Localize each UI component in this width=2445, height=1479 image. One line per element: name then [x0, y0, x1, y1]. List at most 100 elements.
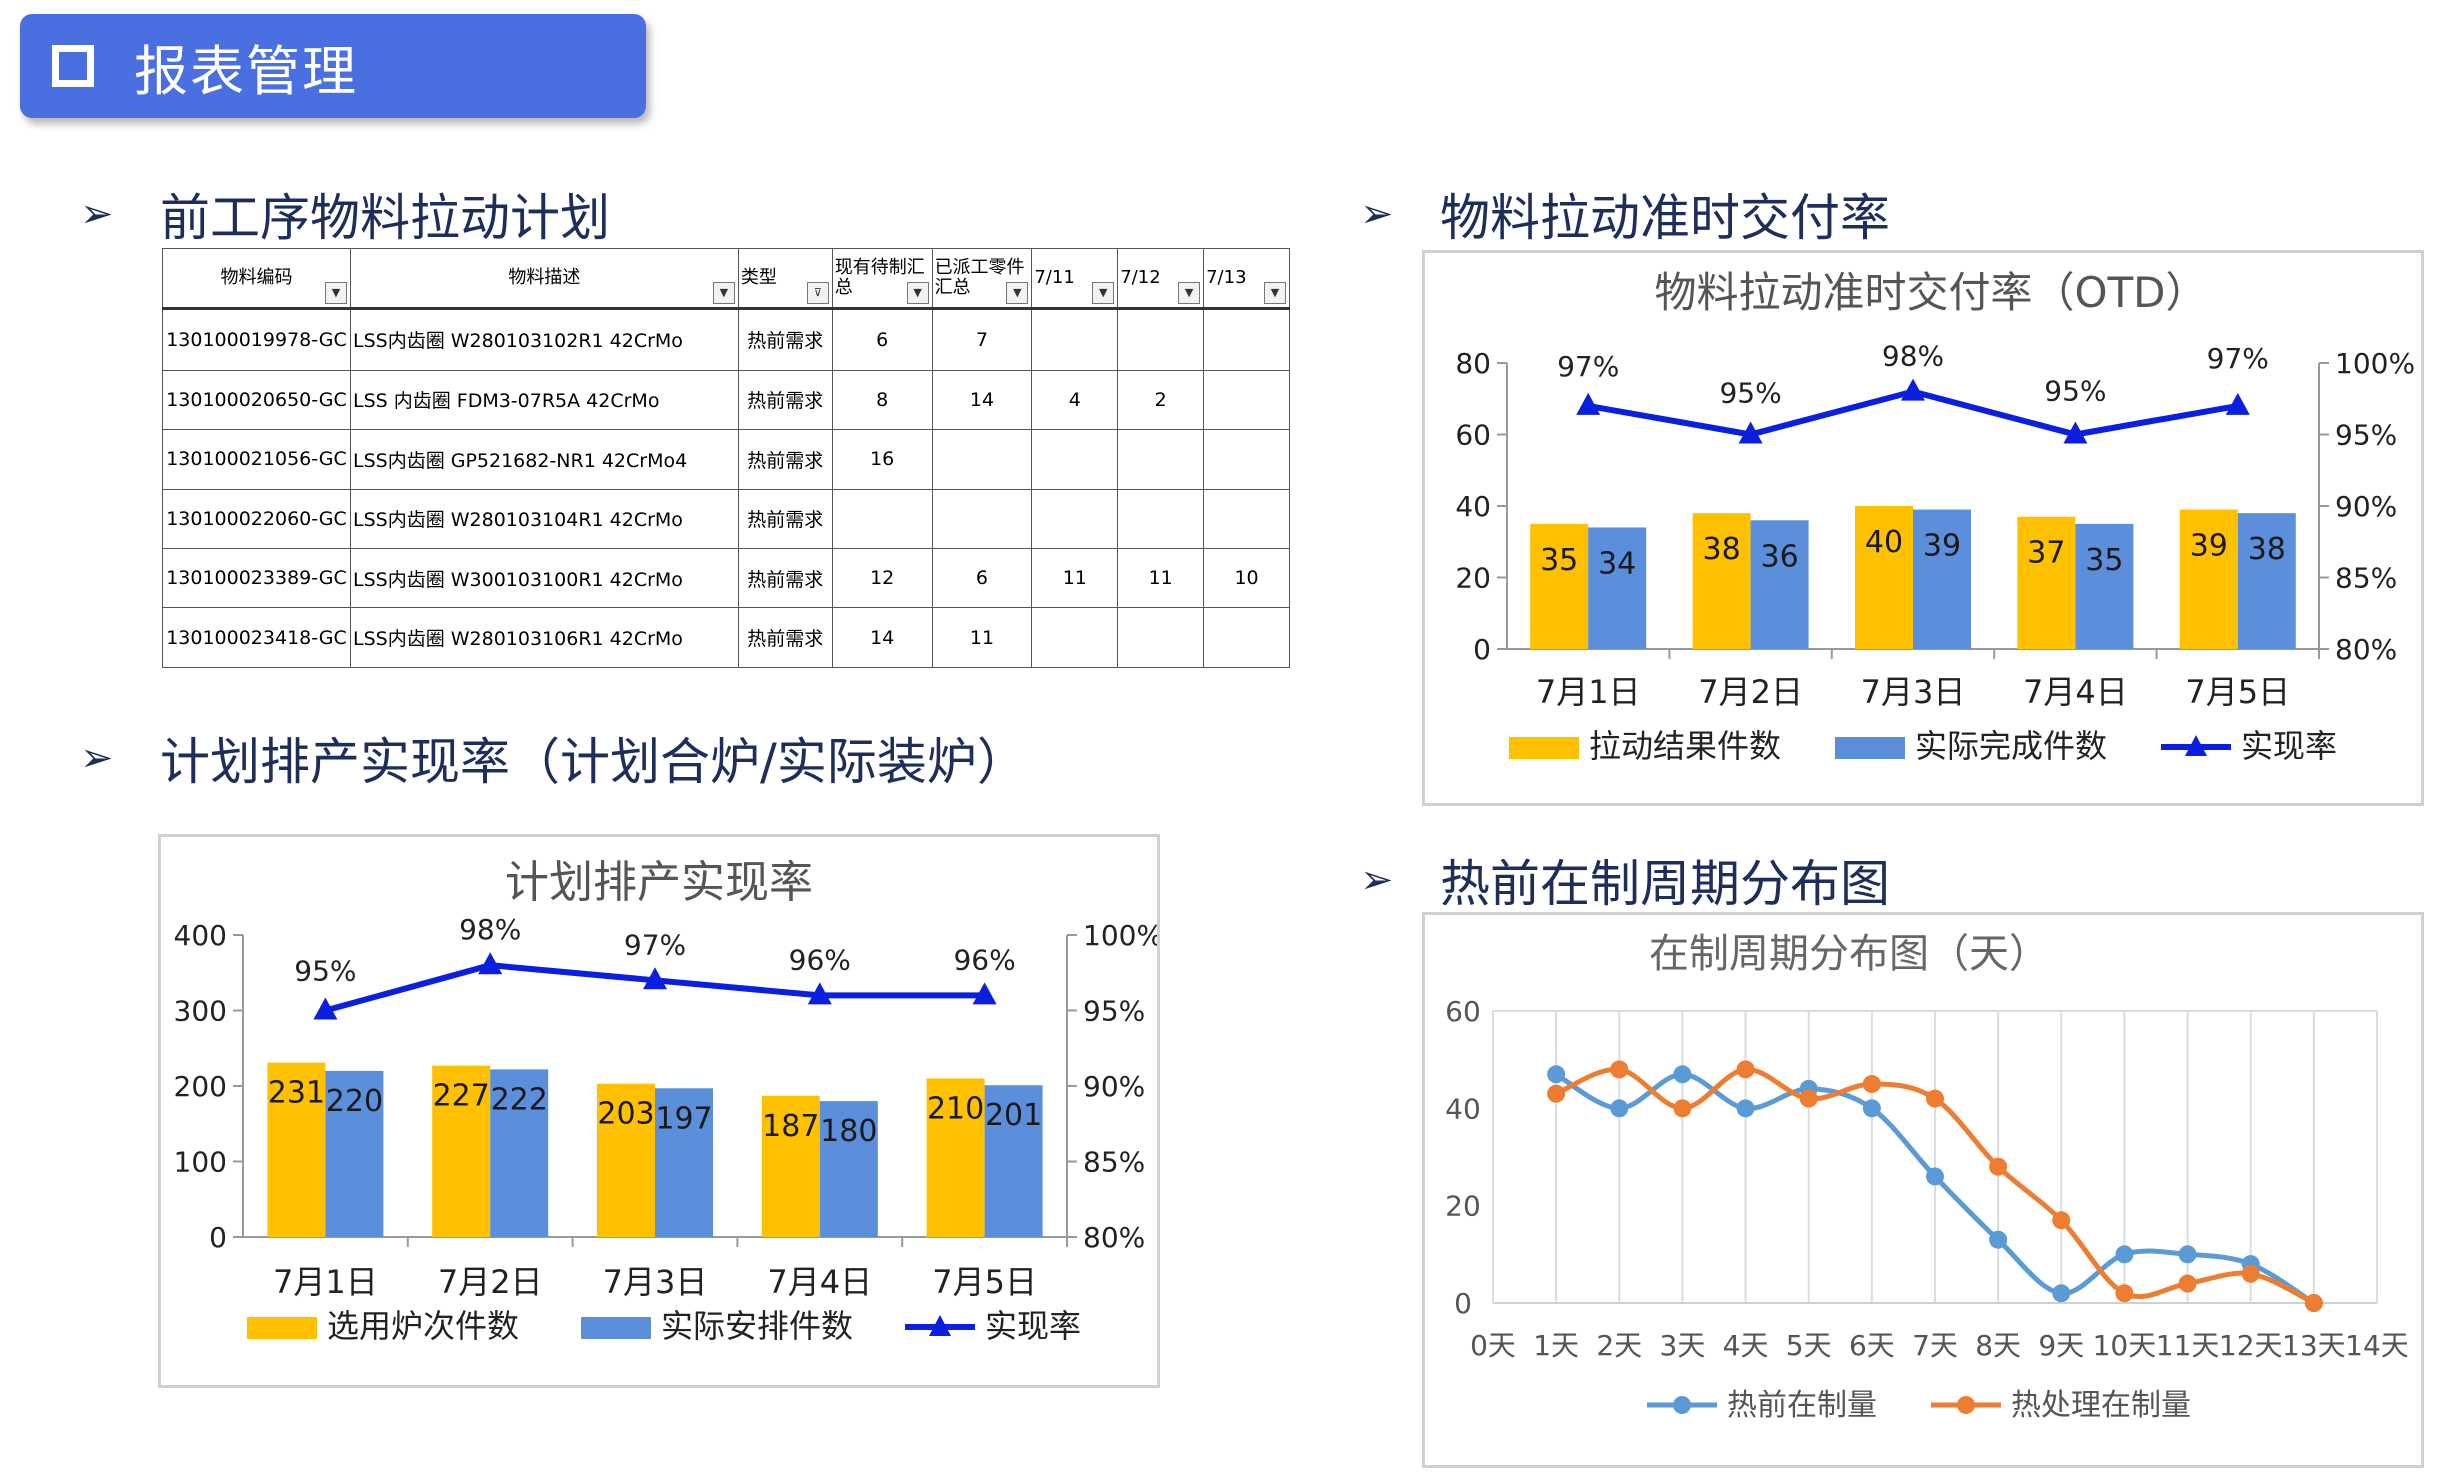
bar-yellow: [597, 1083, 655, 1237]
bar-value-label: 180: [820, 1114, 877, 1149]
table-cell[interactable]: 130100019978-GC: [162, 308, 351, 371]
table-row[interactable]: 130100020650-GC LSS 内齿圈 FDM3-07R5A 42CrMo…: [162, 369, 1290, 431]
y-tick-label: 60: [1445, 995, 1481, 1028]
column-header[interactable]: 7/13 ▼: [1203, 248, 1290, 310]
table-cell[interactable]: 130100020650-GC: [162, 369, 351, 431]
x-category-label: 8天: [1975, 1329, 2021, 1362]
table-cell[interactable]: 12: [831, 547, 933, 609]
table-cell[interactable]: 热前需求: [737, 488, 833, 550]
table-cell[interactable]: 11: [1031, 547, 1119, 609]
table-cell[interactable]: [1031, 607, 1119, 668]
table-row[interactable]: 130100023418-GC LSS内齿圈 W280103106R1 42CrM…: [162, 607, 1290, 668]
bar-value-label: 39: [1923, 529, 1961, 564]
table-cell[interactable]: 2: [1117, 369, 1205, 431]
table-cell[interactable]: [1031, 488, 1119, 550]
table-cell[interactable]: LSS内齿圈 W280103102R1 42CrMo: [349, 308, 739, 371]
column-header[interactable]: 已派工零件汇总 ▼: [931, 248, 1033, 310]
table-cell[interactable]: 10: [1203, 547, 1290, 609]
filter-dropdown-icon[interactable]: ▼: [324, 282, 347, 304]
column-header[interactable]: 物料编码 ▼: [162, 248, 351, 310]
table-cell[interactable]: [931, 488, 1033, 550]
table-cell[interactable]: 4: [1031, 369, 1119, 431]
table-cell[interactable]: 16: [831, 429, 933, 490]
table-cell[interactable]: 130100023418-GC: [162, 607, 351, 668]
table-cell[interactable]: 7: [931, 308, 1033, 371]
table-cell[interactable]: LSS内齿圈 GP521682-NR1 42CrMo4: [349, 429, 739, 490]
filter-dropdown-icon[interactable]: ▼: [1178, 282, 1201, 304]
filter-active-icon[interactable]: ⊽: [806, 282, 829, 304]
table-cell[interactable]: [1031, 429, 1119, 490]
data-point-marker: [2178, 1245, 2197, 1264]
table-cell[interactable]: 热前需求: [737, 607, 833, 668]
table-cell[interactable]: LSS内齿圈 W280103104R1 42CrMo: [349, 488, 739, 550]
table-row[interactable]: 130100019978-GC LSS内齿圈 W280103102R1 42CrM…: [162, 308, 1290, 371]
table-cell[interactable]: 热前需求: [737, 547, 833, 609]
filter-dropdown-icon[interactable]: ▼: [1092, 282, 1115, 304]
bar-blue: [1588, 527, 1647, 649]
legend-swatch-yellow: [1509, 737, 1579, 759]
legend-triangle-icon: [929, 1315, 951, 1336]
triangle-marker-icon: [1901, 378, 1925, 401]
y-tick-label: 300: [174, 995, 227, 1028]
data-point-marker: [1989, 1230, 2008, 1249]
x-category-label: 1天: [1533, 1329, 1579, 1362]
column-header[interactable]: 类型 ⊽: [737, 248, 833, 310]
report-management-banner[interactable]: 报表管理: [20, 14, 646, 118]
column-header[interactable]: 7/12 ▼: [1117, 248, 1205, 310]
y2-tick-label: 80%: [2335, 633, 2397, 666]
table-row[interactable]: 130100022060-GC LSS内齿圈 W280103104R1 42CrM…: [162, 488, 1290, 550]
section-heading-otd: ➢ 物料拉动准时交付率: [1360, 178, 1890, 250]
x-category-label: 7月2日: [1698, 673, 1803, 711]
table-cell[interactable]: 130100022060-GC: [162, 488, 351, 550]
table-cell[interactable]: [1203, 429, 1290, 490]
table-cell[interactable]: 11: [1117, 547, 1205, 609]
y-tick-label: 0: [209, 1221, 227, 1254]
table-cell[interactable]: LSS内齿圈 W280103106R1 42CrMo: [349, 607, 739, 668]
filter-dropdown-icon[interactable]: ▼: [1006, 282, 1029, 304]
table-cell[interactable]: [1203, 488, 1290, 550]
table-cell[interactable]: [1031, 308, 1119, 371]
section-title: 热前在制周期分布图: [1440, 855, 1890, 913]
legend-label: 拉动结果件数: [1589, 727, 1781, 765]
table-cell[interactable]: [1117, 607, 1205, 668]
bar-value-label: 210: [927, 1091, 984, 1126]
table-cell[interactable]: [1117, 429, 1205, 490]
x-category-label: 7天: [1912, 1329, 1958, 1362]
table-cell[interactable]: 14: [831, 607, 933, 668]
table-cell[interactable]: [1117, 308, 1205, 371]
bar-blue: [819, 1101, 878, 1237]
table-cell[interactable]: 热前需求: [737, 308, 833, 371]
column-header[interactable]: 现有待制汇总 ▼: [831, 248, 933, 310]
table-cell[interactable]: [831, 488, 933, 550]
bar-value-label: 201: [985, 1098, 1042, 1133]
filter-dropdown-icon[interactable]: ▼: [1264, 282, 1286, 304]
data-point-marker: [1862, 1099, 1881, 1118]
table-row[interactable]: 130100021056-GC LSS内齿圈 GP521682-NR1 42CrM…: [162, 429, 1290, 490]
table-cell[interactable]: [1203, 308, 1290, 371]
table-cell[interactable]: [1117, 488, 1205, 550]
table-cell[interactable]: LSS内齿圈 W300103100R1 42CrMo: [349, 547, 739, 609]
table-cell[interactable]: 14: [931, 369, 1033, 431]
arrow-bullet-icon: ➢: [1360, 857, 1394, 903]
table-cell[interactable]: [1203, 369, 1290, 431]
table-cell[interactable]: 130100023389-GC: [162, 547, 351, 609]
column-header[interactable]: 7/11 ▼: [1031, 248, 1119, 310]
table-cell[interactable]: 热前需求: [737, 429, 833, 490]
table-cell[interactable]: LSS 内齿圈 FDM3-07R5A 42CrMo: [349, 369, 739, 431]
table-cell[interactable]: 8: [831, 369, 933, 431]
table-cell[interactable]: 6: [831, 308, 933, 371]
table-cell[interactable]: 11: [931, 607, 1033, 668]
table-cell[interactable]: 6: [931, 547, 1033, 609]
column-header[interactable]: 物料描述 ▼: [349, 248, 739, 310]
filter-dropdown-icon[interactable]: ▼: [906, 282, 929, 304]
otd-chart-svg: 物料拉动准时交付率（OTD） 0 20 40 60 80 80% 85% 90% 95% 100% 3…: [1455, 268, 2415, 765]
bar-value-label: 40: [1865, 525, 1903, 560]
table-cell[interactable]: 热前需求: [737, 369, 833, 431]
table-row[interactable]: 130100023389-GC LSS内齿圈 W300103100R1 42CrM…: [162, 547, 1290, 609]
table-cell[interactable]: [931, 429, 1033, 490]
square-bullet-icon: [52, 45, 94, 87]
table-cell[interactable]: 130100021056-GC: [162, 429, 351, 490]
filter-dropdown-icon[interactable]: ▼: [712, 282, 735, 304]
table-cell[interactable]: [1203, 607, 1290, 668]
section-title: 计划排产实现率（计划合炉/实际装炉）: [160, 733, 1027, 791]
